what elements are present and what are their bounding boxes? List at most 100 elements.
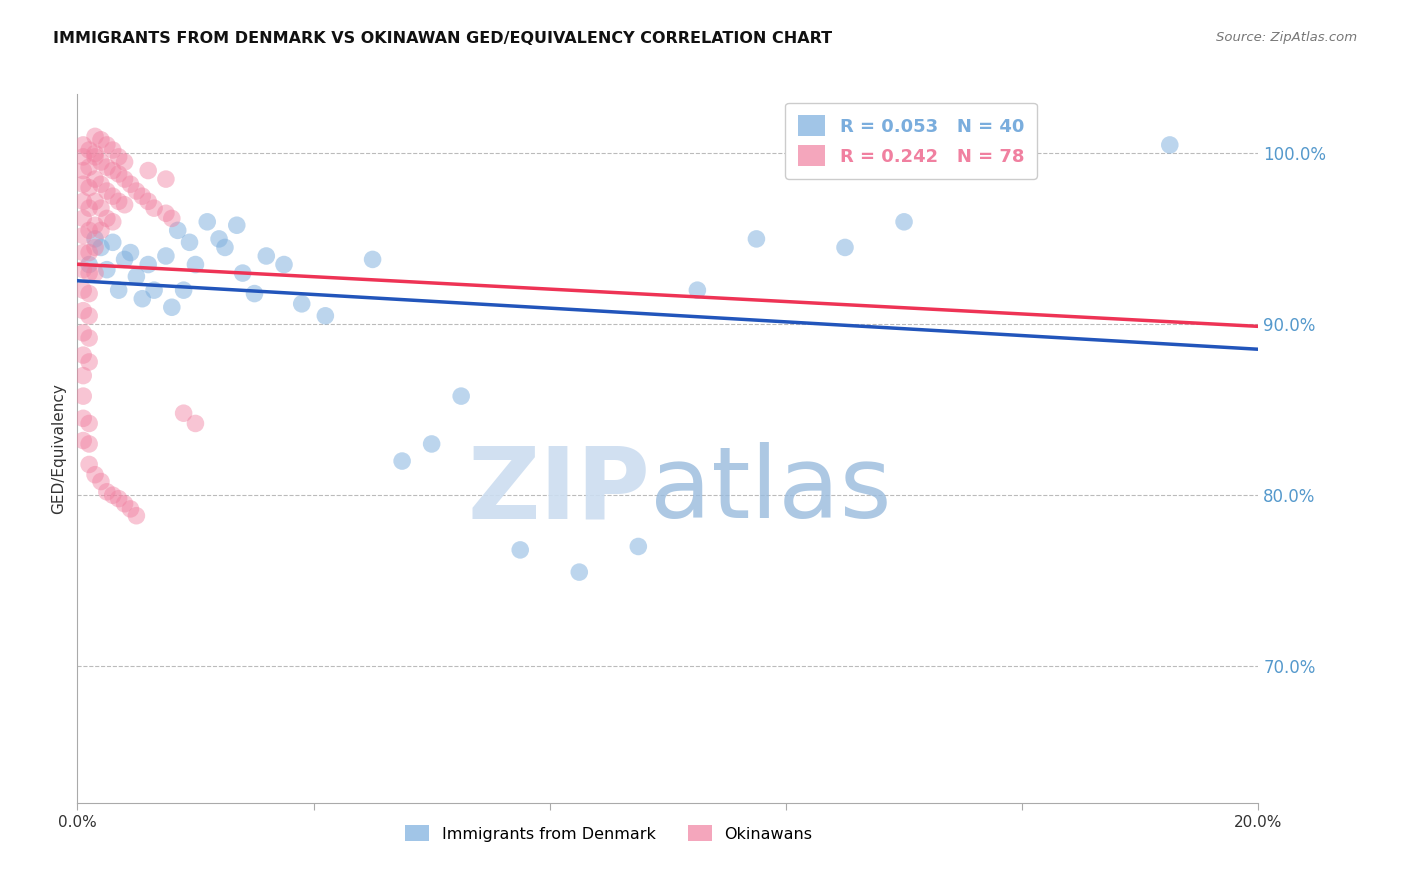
Point (114, 497, 136, 511)
Point (107, 167, 129, 181)
Point (214, 240, 236, 254)
Text: IMMIGRANTS FROM DENMARK VS OKINAWAN GED/EQUIVALENCY CORRELATION CHART: IMMIGRANTS FROM DENMARK VS OKINAWAN GED/… (53, 31, 832, 46)
Y-axis label: GED/Equivalency: GED/Equivalency (51, 383, 66, 514)
Point (96, 211, 118, 226)
Point (391, 454, 413, 468)
Point (114, 172, 136, 186)
Point (101, 189, 124, 203)
Point (136, 258, 159, 272)
Point (72, 211, 94, 226)
Point (101, 215, 124, 229)
Point (77, 258, 100, 272)
Point (84, 232, 107, 246)
Point (90, 475, 112, 489)
Point (114, 252, 136, 267)
Point (84, 150, 107, 164)
Point (120, 502, 142, 516)
Point (101, 163, 124, 178)
Legend: Immigrants from Denmark, Okinawans: Immigrants from Denmark, Okinawans (399, 819, 818, 848)
Point (131, 189, 153, 203)
Point (114, 198, 136, 212)
Point (72, 434, 94, 448)
Point (72, 178, 94, 192)
Point (155, 206, 177, 220)
Point (72, 348, 94, 362)
Point (90, 240, 112, 254)
Point (166, 223, 188, 237)
Point (84, 129, 107, 144)
Point (420, 437, 443, 451)
Point (72, 228, 94, 243)
Point (84, 467, 107, 482)
Point (96, 262, 118, 277)
Point (143, 201, 166, 215)
Point (155, 249, 177, 263)
Point (291, 297, 314, 311)
Point (72, 194, 94, 209)
Point (107, 491, 129, 506)
Point (77, 143, 100, 157)
Point (77, 245, 100, 260)
Point (84, 266, 107, 280)
Point (72, 245, 94, 260)
Point (131, 292, 153, 306)
Point (273, 258, 295, 272)
Point (834, 240, 856, 254)
Point (254, 249, 277, 263)
Point (84, 172, 107, 186)
Point (173, 406, 195, 420)
Point (179, 235, 201, 250)
Point (184, 417, 207, 431)
Point (568, 565, 591, 579)
Point (77, 266, 100, 280)
Point (77, 180, 100, 194)
Point (120, 245, 142, 260)
Point (96, 160, 118, 174)
Point (136, 163, 159, 178)
Point (72, 163, 94, 178)
Point (125, 269, 148, 284)
Point (232, 266, 254, 280)
Point (84, 146, 107, 161)
Point (107, 194, 129, 209)
Point (72, 283, 94, 297)
Point (225, 219, 247, 233)
Point (450, 389, 472, 403)
Point (893, 215, 915, 229)
Point (90, 223, 112, 237)
Point (84, 194, 107, 209)
Point (361, 252, 384, 267)
Point (77, 286, 100, 301)
Point (107, 283, 129, 297)
Text: Source: ZipAtlas.com: Source: ZipAtlas.com (1216, 31, 1357, 45)
Point (90, 133, 112, 147)
Point (195, 215, 218, 229)
Point (243, 286, 266, 301)
Point (72, 137, 94, 152)
Point (101, 235, 124, 250)
Point (96, 484, 118, 499)
Point (184, 258, 207, 272)
Point (90, 178, 112, 192)
Point (72, 326, 94, 340)
Point (77, 458, 100, 472)
Point (314, 309, 336, 323)
Point (160, 211, 183, 226)
Point (627, 540, 650, 554)
Point (77, 160, 100, 174)
Point (72, 262, 94, 277)
Point (125, 184, 148, 198)
Point (72, 368, 94, 383)
Point (114, 155, 136, 169)
Point (90, 201, 112, 215)
Point (120, 178, 142, 192)
Point (90, 155, 112, 169)
Point (72, 411, 94, 425)
Point (77, 223, 100, 237)
Point (77, 437, 100, 451)
Point (72, 150, 94, 164)
Point (96, 137, 118, 152)
Point (77, 417, 100, 431)
Point (84, 219, 107, 233)
Point (107, 150, 129, 164)
